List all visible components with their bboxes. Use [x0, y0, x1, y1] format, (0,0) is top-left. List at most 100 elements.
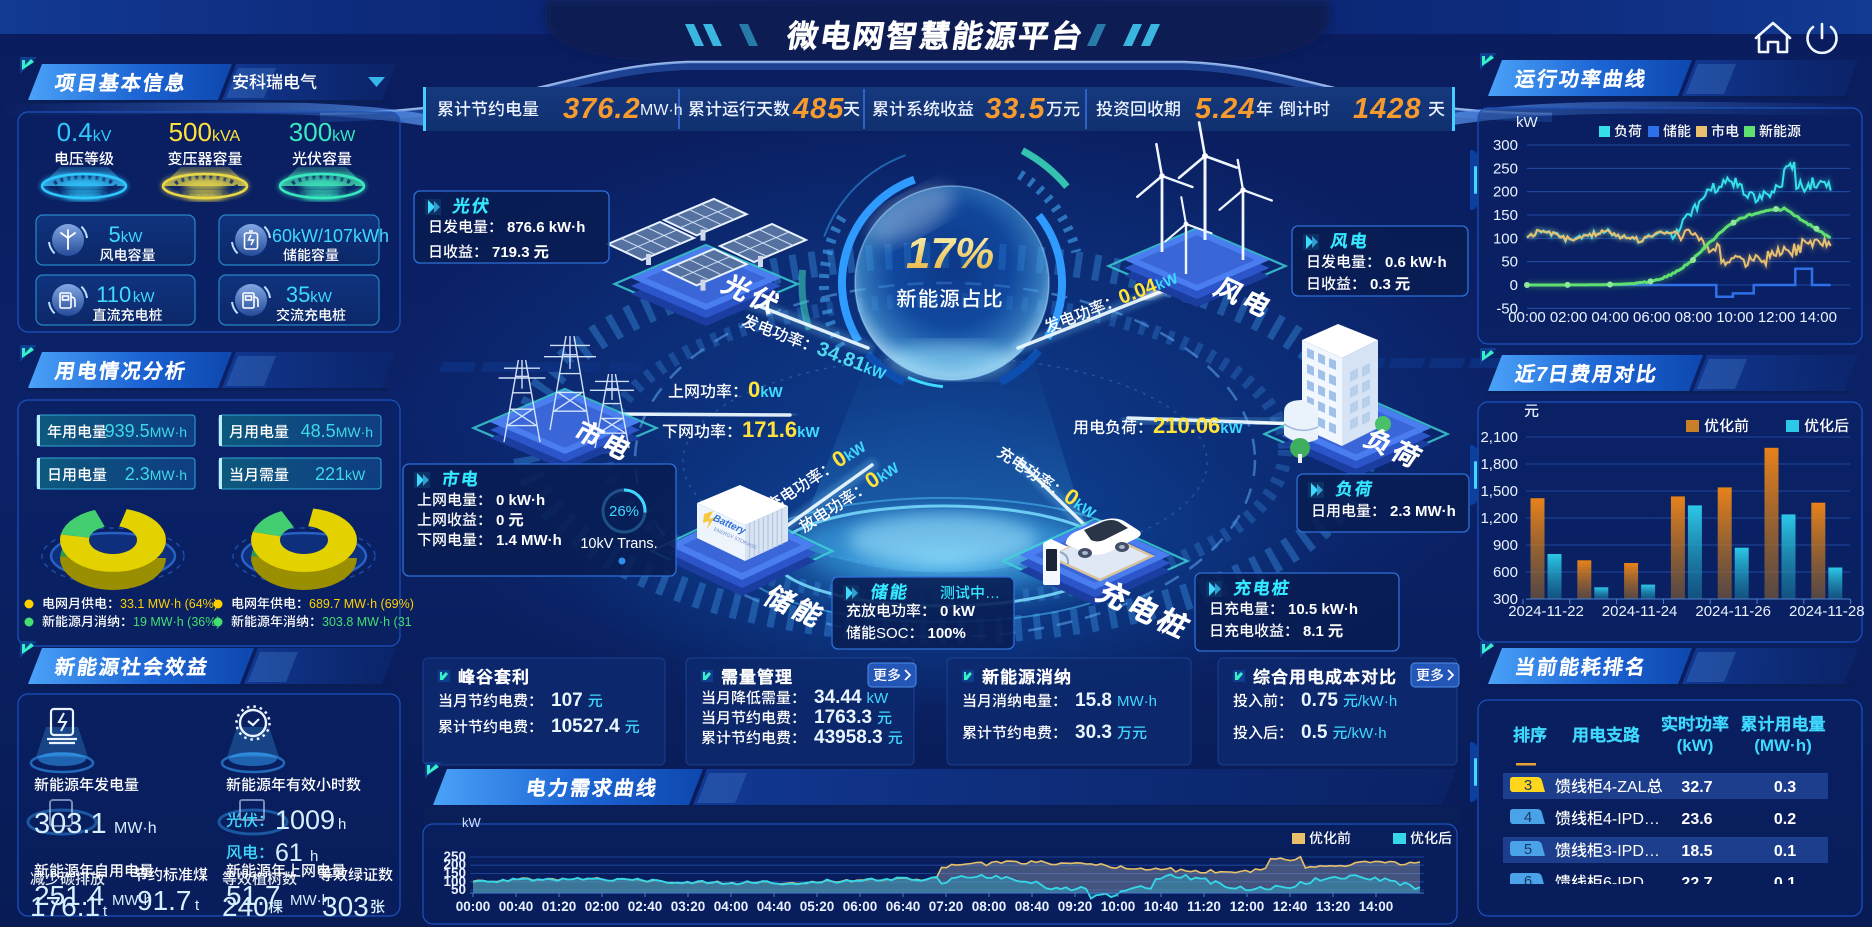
svg-text:300: 300	[289, 117, 332, 147]
svg-text:4: 4	[1524, 809, 1532, 826]
svg-text:300: 300	[1493, 137, 1518, 154]
svg-text:303: 303	[322, 891, 369, 922]
svg-text:5: 5	[1524, 841, 1532, 858]
svg-text:18.5: 18.5	[1681, 843, 1712, 860]
svg-text:1428: 1428	[1353, 93, 1422, 125]
svg-text:1,800: 1,800	[1480, 456, 1518, 473]
svg-text:33.1 MW·h (64%): 33.1 MW·h (64%)	[120, 597, 218, 611]
svg-text:35: 35	[286, 282, 310, 307]
svg-text:500: 500	[169, 117, 212, 147]
svg-text:12:00: 12:00	[1230, 899, 1265, 914]
svg-text:939.5: 939.5	[105, 421, 150, 441]
svg-text:689.7 MW·h (69%): 689.7 MW·h (69%)	[309, 597, 414, 611]
svg-text:06:00: 06:00	[1633, 309, 1671, 326]
svg-text:100%: 100%	[928, 625, 966, 642]
svg-text:50: 50	[1501, 254, 1518, 271]
svg-text:/kW·h: /kW·h	[1358, 693, 1397, 710]
svg-text:MW·h: MW·h	[640, 102, 683, 119]
svg-text:MW·h: MW·h	[290, 892, 330, 909]
svg-text:14:00: 14:00	[1799, 309, 1837, 326]
svg-text:876.6 kW·h: 876.6 kW·h	[507, 219, 585, 236]
svg-text:100: 100	[443, 874, 466, 889]
svg-text:kW: kW	[121, 229, 144, 246]
svg-text:250: 250	[1493, 160, 1518, 177]
svg-text:303.8 MW·h (31: 303.8 MW·h (31	[322, 615, 412, 629]
svg-text:2024-11-28: 2024-11-28	[1789, 603, 1865, 620]
svg-text:0.3: 0.3	[1370, 276, 1391, 293]
svg-text:176.1: 176.1	[30, 891, 100, 922]
svg-text:171.6: 171.6	[742, 417, 797, 442]
svg-text:kVA: kVA	[212, 128, 240, 145]
svg-text:485: 485	[792, 93, 844, 125]
svg-text:61: 61	[275, 839, 303, 867]
svg-text:0.2: 0.2	[1774, 811, 1796, 828]
svg-text:376.2: 376.2	[563, 93, 641, 125]
svg-text:50: 50	[451, 882, 466, 897]
svg-text:10:00: 10:00	[1101, 899, 1136, 914]
svg-text:11:20: 11:20	[1187, 899, 1221, 914]
svg-text:(kW): (kW)	[1677, 736, 1714, 755]
svg-text:06:40: 06:40	[886, 899, 921, 914]
svg-text:100: 100	[1493, 230, 1518, 247]
svg-text:kW: kW	[1220, 420, 1243, 437]
svg-text:0.1: 0.1	[1774, 875, 1796, 892]
svg-text:1,500: 1,500	[1480, 483, 1518, 500]
svg-text:12:00: 12:00	[1758, 309, 1796, 326]
svg-text:08:40: 08:40	[1015, 899, 1050, 914]
svg-text:26%: 26%	[609, 503, 639, 520]
svg-text:3-IPD…: 3-IPD…	[1603, 843, 1660, 860]
svg-text:10527.4: 10527.4	[551, 716, 620, 737]
svg-text:08:00: 08:00	[972, 899, 1007, 914]
svg-text:09:20: 09:20	[1058, 899, 1093, 914]
svg-text:22.7: 22.7	[1681, 875, 1712, 892]
svg-text:2.3: 2.3	[125, 464, 150, 484]
svg-text:00:40: 00:40	[499, 899, 534, 914]
svg-text:10:40: 10:40	[1144, 899, 1179, 914]
svg-text:200: 200	[1493, 184, 1518, 201]
svg-text:900: 900	[1493, 537, 1518, 554]
svg-text:0.75: 0.75	[1301, 690, 1338, 711]
svg-text:0.4: 0.4	[57, 117, 93, 147]
svg-text:t: t	[103, 903, 108, 920]
svg-text:kW: kW	[133, 289, 156, 306]
svg-text:60kW/107kWh: 60kW/107kWh	[272, 226, 389, 246]
svg-text:kW: kW	[345, 467, 366, 483]
svg-text:2024-11-22: 2024-11-22	[1508, 603, 1584, 620]
svg-text:300: 300	[1493, 591, 1518, 608]
svg-text:MW·h: MW·h	[150, 424, 187, 440]
svg-text:4-ZAL: 4-ZAL	[1603, 779, 1647, 796]
svg-text:0 kW: 0 kW	[940, 603, 976, 620]
svg-text:14:00: 14:00	[1359, 899, 1394, 914]
svg-text:1009: 1009	[275, 805, 335, 835]
svg-text:10:00: 10:00	[1716, 309, 1754, 326]
svg-text:210.06: 210.06	[1153, 413, 1220, 438]
svg-text:7: 7	[1536, 364, 1548, 386]
svg-text:6-IPD: 6-IPD	[1603, 875, 1644, 892]
svg-text:MW·h: MW·h	[112, 892, 152, 909]
svg-text:MW·h: MW·h	[1117, 693, 1157, 710]
svg-text:h: h	[310, 848, 318, 865]
svg-text:34.44: 34.44	[814, 687, 862, 708]
svg-text:6: 6	[1524, 873, 1532, 890]
svg-text:5.24: 5.24	[1195, 93, 1255, 125]
svg-text:SOC: SOC	[876, 625, 909, 642]
svg-text:kW: kW	[1516, 114, 1539, 131]
svg-text:48.5: 48.5	[301, 421, 336, 441]
svg-text:15.8: 15.8	[1075, 690, 1112, 711]
svg-text:kW: kW	[332, 128, 356, 145]
svg-text:/kW·h: /kW·h	[1347, 725, 1386, 742]
svg-text:1763.3: 1763.3	[814, 707, 872, 728]
svg-text:08:00: 08:00	[1675, 309, 1713, 326]
svg-text:10.5 kW·h: 10.5 kW·h	[1288, 601, 1358, 618]
svg-text:17%: 17%	[906, 229, 994, 278]
svg-text:2024-11-26: 2024-11-26	[1695, 603, 1771, 620]
svg-text:240: 240	[222, 891, 269, 922]
svg-text:5: 5	[109, 222, 121, 247]
svg-text:2,100: 2,100	[1480, 429, 1518, 446]
svg-text:150: 150	[1493, 207, 1518, 224]
svg-text:200: 200	[443, 857, 466, 872]
svg-text:00:00: 00:00	[456, 899, 491, 914]
svg-text:43958.3: 43958.3	[814, 727, 883, 748]
svg-text:03:20: 03:20	[671, 899, 706, 914]
svg-text:…: …	[985, 585, 1000, 602]
